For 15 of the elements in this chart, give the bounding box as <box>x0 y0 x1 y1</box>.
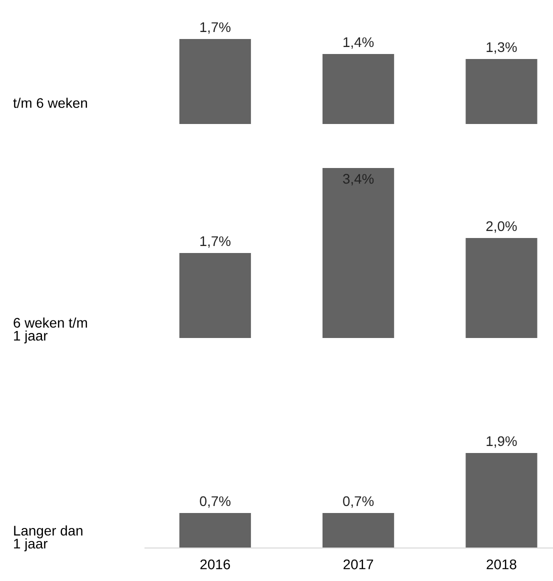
x-tick-label: 2016 <box>200 559 230 570</box>
data-label: 0,7% <box>200 496 230 508</box>
data-label: 1,9% <box>486 436 517 448</box>
x-tick-label: 2018 <box>486 559 516 570</box>
data-label: 0,7% <box>343 496 374 508</box>
data-label: 1,7% <box>200 236 230 248</box>
data-label: 3,4% <box>343 174 374 186</box>
y-axis-title: t/m 6 weken <box>13 98 87 108</box>
y-axis-title: 6 weken t/m 1 jaar <box>14 318 87 344</box>
data-label: 1,4% <box>344 37 374 49</box>
x-tick-label: 2017 <box>344 559 374 570</box>
y-axis-title: Langer dan 1 jaar <box>14 525 82 552</box>
data-label: 2,0% <box>486 221 517 233</box>
data-label: 1,3% <box>486 42 517 54</box>
data-label: 1,7% <box>200 22 230 34</box>
